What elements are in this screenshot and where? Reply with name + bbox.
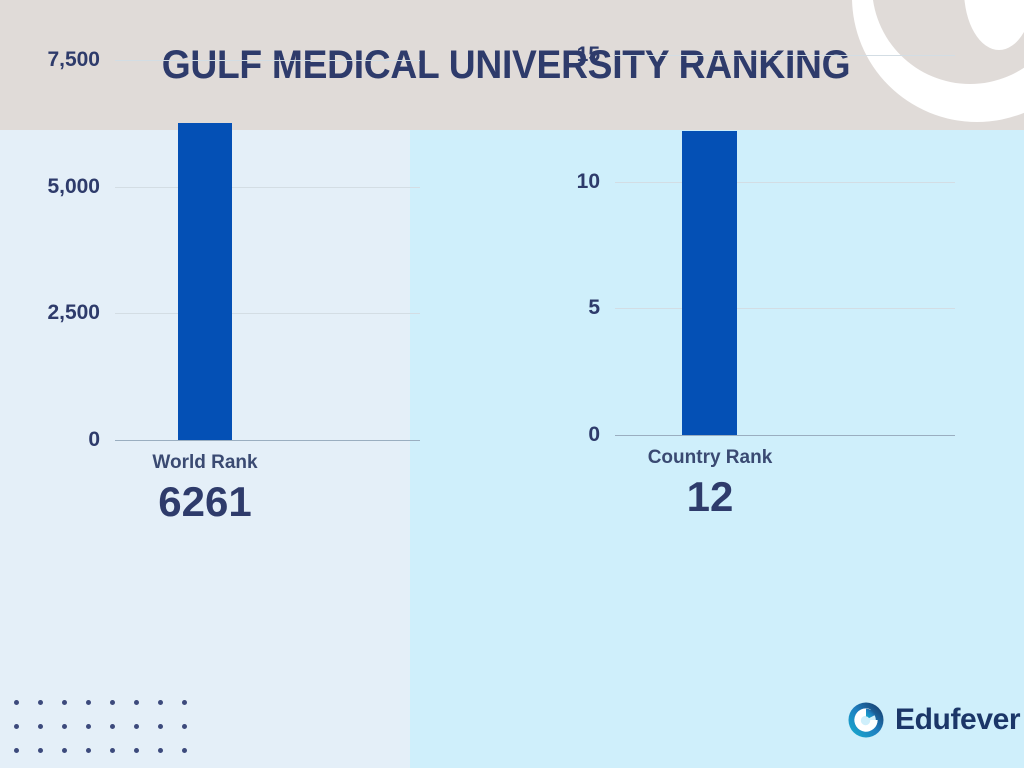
brand-logo: Edufever (846, 700, 1021, 740)
decorative-dot (38, 748, 43, 753)
decorative-dot (182, 700, 187, 705)
decorative-dot (14, 700, 19, 705)
axis-baseline (615, 435, 955, 436)
decorative-dot (134, 700, 139, 705)
decorative-dot (38, 724, 43, 729)
bar (682, 131, 737, 435)
y-axis-tick-label: 0 (88, 428, 100, 451)
gridline (115, 60, 420, 61)
decorative-dot (86, 724, 91, 729)
series-name-label: World Rank (152, 452, 258, 473)
decorative-dot (62, 748, 67, 753)
brand-wordmark: Edufever (895, 703, 1021, 736)
decorative-dot (14, 724, 19, 729)
y-axis-tick-label: 5,000 (47, 175, 100, 198)
decorative-dot (62, 700, 67, 705)
decorative-dot (86, 748, 91, 753)
edufever-circle-e-icon (848, 702, 884, 738)
decorative-dot (86, 700, 91, 705)
header-band: GULF MEDICAL UNIVERSITY RANKING (0, 0, 1024, 130)
chart-world-rank: 0 2,500 5,000 7,500 World Rank 6261 (0, 0, 440, 638)
gridline (115, 313, 420, 314)
gridline (615, 55, 955, 56)
decorative-dot (134, 748, 139, 753)
decorative-dot (158, 700, 163, 705)
dot-grid-decoration (14, 700, 206, 768)
y-axis-tick-label: 15 (576, 43, 600, 66)
bar (178, 123, 232, 440)
series-value-label: 12 (686, 473, 734, 520)
y-axis-tick-label: 5 (588, 296, 600, 319)
decorative-dot (158, 724, 163, 729)
decorative-dot (134, 724, 139, 729)
y-axis-tick-label: 0 (588, 423, 600, 446)
decorative-dot (182, 748, 187, 753)
decorative-dot (110, 724, 115, 729)
series-value-label: 6261 (158, 478, 252, 525)
decorative-dot (110, 748, 115, 753)
gridline (615, 308, 955, 309)
gridline (615, 182, 955, 183)
decorative-dot (62, 724, 67, 729)
chart-country-rank: 0 5 10 15 Country Rank 12 (540, 0, 1024, 638)
axis-baseline (115, 440, 420, 441)
y-axis-tick-label: 2,500 (47, 301, 100, 324)
decorative-dot (182, 724, 187, 729)
page-title: GULF MEDICAL UNIVERSITY RANKING (161, 42, 851, 87)
gridline (115, 187, 420, 188)
decorative-dot (38, 700, 43, 705)
y-axis-tick-label: 7,500 (47, 48, 100, 71)
decorative-dot (110, 700, 115, 705)
y-axis-tick-label: 10 (576, 170, 600, 193)
decorative-dot (158, 748, 163, 753)
decorative-dot (14, 748, 19, 753)
series-name-label: Country Rank (647, 447, 773, 468)
